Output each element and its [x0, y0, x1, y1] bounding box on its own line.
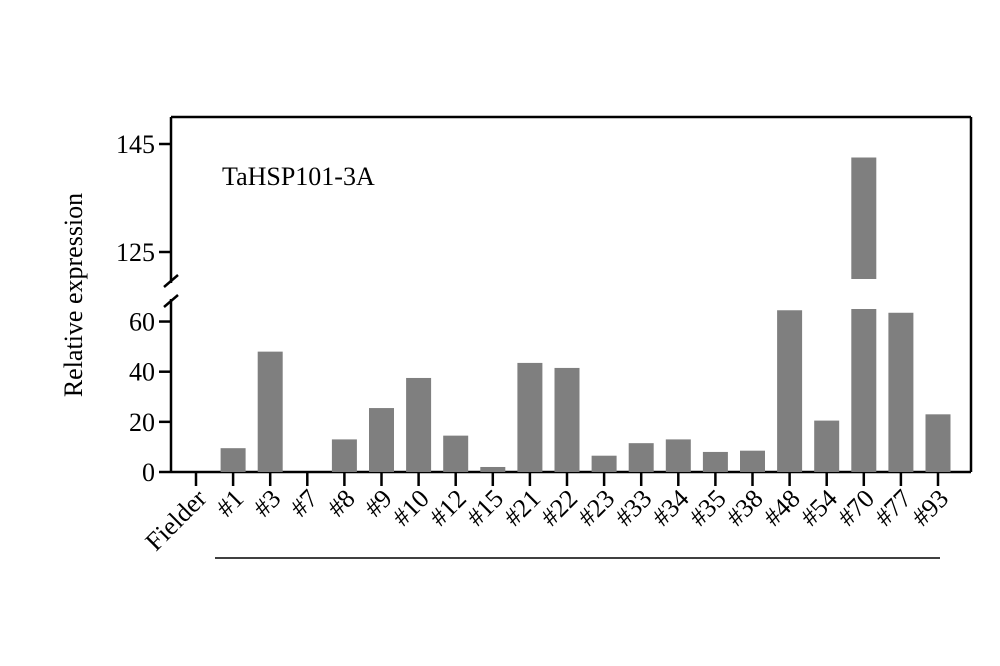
y-tick-label: 0: [142, 458, 155, 487]
bar: [517, 362, 543, 472]
bar: [665, 439, 691, 472]
bar: [628, 443, 654, 472]
bar: [888, 312, 914, 472]
x-tick-label: #1: [210, 484, 249, 523]
bar: [480, 466, 506, 472]
bar: [257, 351, 283, 472]
bar: [851, 157, 877, 279]
bar: [554, 367, 580, 472]
bars-group: [220, 157, 951, 472]
bar: [331, 439, 357, 472]
y-tick-label: 145: [116, 130, 155, 159]
ticks-group: 0 20 40 60 125 145: [116, 130, 940, 487]
bar: [740, 450, 765, 472]
y-tick-label: 20: [129, 408, 155, 437]
y-tick-label: 60: [129, 308, 155, 337]
chart-title: TaHSP101-3A: [222, 162, 375, 191]
axis-break-mark: [163, 294, 179, 308]
x-tick-labels: Fielder#1#3#7#8#9#10#12#15#21#22#23#33#3…: [140, 484, 955, 557]
axis-break-mark: [163, 274, 179, 288]
bar: [925, 414, 951, 472]
x-tick-label: #8: [322, 484, 361, 523]
bar: [443, 435, 469, 472]
bar: [406, 377, 432, 472]
bar: [814, 420, 840, 472]
y-tick-label: 40: [129, 358, 155, 387]
bar: [220, 448, 246, 472]
y-axis-label: Relative expression: [59, 193, 88, 397]
bar: [369, 408, 394, 472]
bar: [591, 455, 617, 472]
y-tick-label: 125: [116, 238, 155, 267]
x-tick-label: Fielder: [140, 484, 213, 557]
x-tick-label: #7: [285, 484, 324, 523]
bar: [702, 451, 728, 472]
bar: [851, 309, 877, 472]
x-tick-label: #93: [906, 484, 954, 532]
x-tick-label: #3: [248, 484, 287, 523]
bar: [777, 310, 803, 472]
